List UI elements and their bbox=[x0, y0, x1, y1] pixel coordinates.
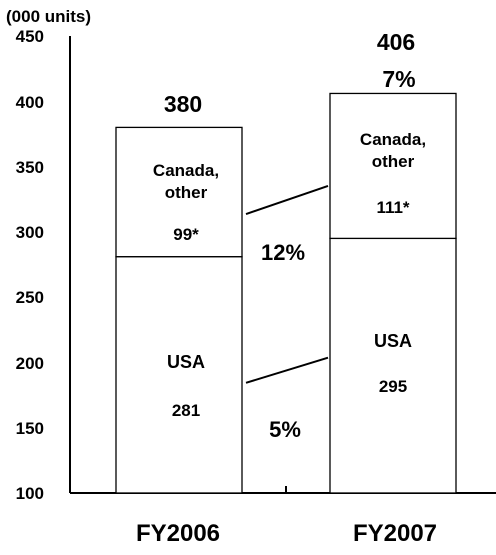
y-ticks: 450 400 350 300 250 200 150 100 bbox=[16, 27, 44, 503]
segment-name-canada-fy2006-2: other bbox=[165, 183, 208, 202]
segment-value-canada-fy2007: 111* bbox=[376, 198, 409, 217]
segment-name-usa-fy2006: USA bbox=[167, 352, 205, 372]
segment-name-canada-fy2007: Canada, bbox=[360, 130, 426, 149]
bar-canada-other-fy2006 bbox=[115, 126, 243, 258]
y-tick-label: 250 bbox=[16, 288, 44, 307]
y-tick-label: 100 bbox=[16, 484, 44, 503]
total-label-fy2007: 406 bbox=[377, 29, 415, 55]
category-label-fy2007: FY2007 bbox=[353, 520, 437, 547]
bar-canada-other-fy2007 bbox=[329, 92, 457, 240]
y-tick-label: 350 bbox=[16, 158, 44, 177]
bar-usa-fy2007 bbox=[329, 237, 457, 494]
bar-usa-fy2006 bbox=[115, 256, 243, 494]
bars bbox=[115, 92, 457, 494]
y-tick-label: 450 bbox=[16, 27, 44, 46]
segment-value-usa-fy2007: 295 bbox=[379, 377, 407, 396]
connector-canada bbox=[245, 184, 329, 215]
total-growth-label: 7% bbox=[382, 66, 415, 92]
connectors bbox=[245, 184, 329, 384]
y-tick-label: 150 bbox=[16, 419, 44, 438]
y-tick-label: 400 bbox=[16, 93, 44, 112]
segment-value-usa-fy2006: 281 bbox=[172, 401, 200, 420]
segment-name-canada-fy2006: Canada, bbox=[153, 161, 219, 180]
segment-value-canada-fy2006: 99* bbox=[173, 225, 199, 244]
growth-label-canada: 12% bbox=[261, 240, 305, 265]
y-tick-label: 300 bbox=[16, 223, 44, 242]
total-label-fy2006: 380 bbox=[164, 91, 202, 117]
unit-label: (000 units) bbox=[6, 7, 91, 26]
growth-label-usa: 5% bbox=[269, 417, 301, 442]
segment-name-canada-fy2007-2: other bbox=[372, 152, 415, 171]
connector-usa bbox=[245, 356, 329, 384]
y-tick-label: 200 bbox=[16, 354, 44, 373]
category-label-fy2006: FY2006 bbox=[136, 520, 220, 547]
segment-name-usa-fy2007: USA bbox=[374, 331, 412, 351]
